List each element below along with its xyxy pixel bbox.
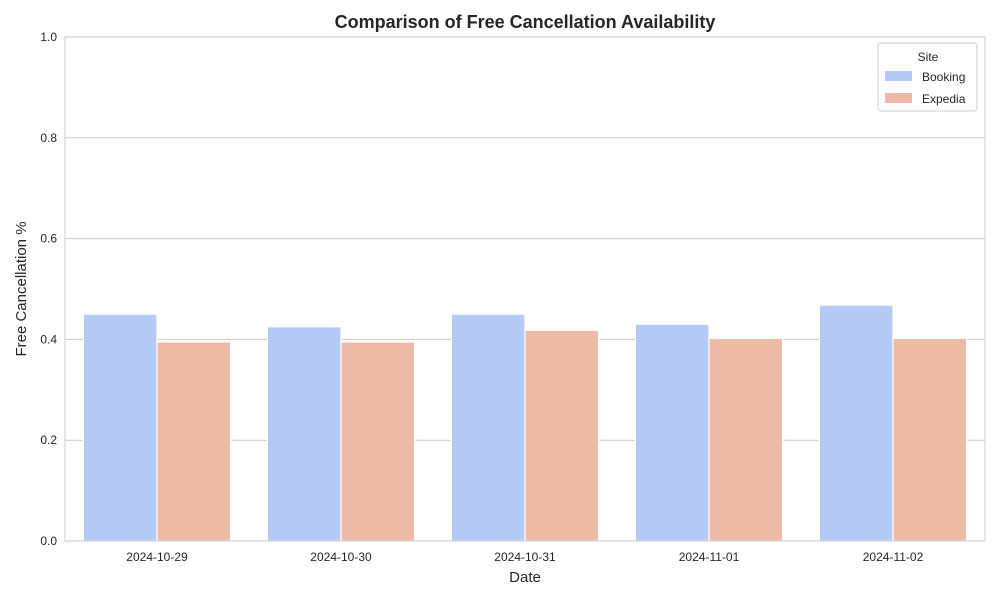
legend: Site Booking Expedia bbox=[877, 42, 978, 112]
y-axis-label: Free Cancellation % bbox=[13, 221, 30, 356]
x-tick-label: 2024-11-02 bbox=[863, 550, 924, 564]
legend-title: Site bbox=[918, 50, 939, 64]
bar-expedia-2024-10-30 bbox=[340, 341, 416, 542]
bar-expedia-2024-11-01 bbox=[708, 337, 784, 542]
y-axis-ticks: 0.0 0.2 0.4 0.6 0.8 1.0 bbox=[40, 30, 57, 548]
bar-booking-2024-10-30 bbox=[266, 326, 342, 542]
plot-frame bbox=[64, 36, 986, 542]
y-tick-label: 0.0 bbox=[40, 534, 57, 548]
y-tick-label: 1.0 bbox=[40, 30, 57, 44]
x-axis-label: Date bbox=[509, 569, 541, 586]
bars bbox=[82, 304, 968, 542]
legend-items: Booking Expedia bbox=[885, 70, 966, 106]
y-tick-label: 0.8 bbox=[40, 131, 57, 145]
bar-booking-2024-10-31 bbox=[450, 313, 526, 542]
bar-expedia-2024-10-29 bbox=[156, 341, 232, 542]
legend-swatch-expedia bbox=[885, 93, 912, 103]
bar-expedia-2024-11-02 bbox=[892, 337, 968, 542]
x-tick-label: 2024-11-01 bbox=[679, 550, 740, 564]
y-tick-label: 0.6 bbox=[40, 232, 57, 246]
bar-booking-2024-11-02 bbox=[818, 304, 894, 542]
x-tick-label: 2024-10-30 bbox=[310, 550, 372, 564]
bar-booking-2024-11-01 bbox=[634, 323, 710, 542]
y-tick-label: 0.2 bbox=[40, 433, 57, 447]
y-tick-label: 0.4 bbox=[40, 332, 57, 346]
legend-label-expedia: Expedia bbox=[922, 92, 966, 106]
x-axis-ticks: 2024-10-29 2024-10-30 2024-10-31 2024-11-01… bbox=[126, 550, 923, 564]
bar-booking-2024-10-29 bbox=[82, 313, 158, 542]
legend-swatch-booking bbox=[885, 71, 912, 81]
chart-title: Comparison of Free Cancellation Availabi… bbox=[335, 12, 716, 32]
x-tick-label: 2024-10-29 bbox=[126, 550, 188, 564]
legend-label-booking: Booking bbox=[922, 70, 965, 84]
bar-expedia-2024-10-31 bbox=[524, 329, 600, 542]
x-tick-label: 2024-10-31 bbox=[494, 550, 556, 564]
